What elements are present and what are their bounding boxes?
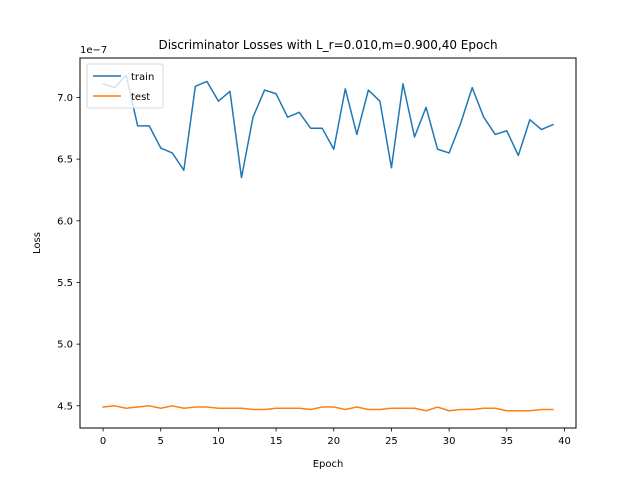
- series-line-test: [102, 405, 554, 412]
- x-tick-label: 0: [100, 436, 106, 447]
- x-tick-label: 35: [500, 436, 513, 447]
- x-axis-ticks: 0 5 10 15 20 25 30 35 40: [100, 428, 571, 447]
- y-axis-label: Loss: [32, 232, 43, 254]
- x-tick-label: 5: [158, 436, 164, 447]
- series-line-train: [102, 74, 554, 179]
- y-tick-label: 7.0: [57, 93, 73, 104]
- series-layer: [102, 74, 554, 412]
- y-axis-offset-text: 1e−7: [80, 45, 107, 56]
- y-tick-label: 6.5: [57, 155, 73, 166]
- y-tick-label: 5.0: [57, 340, 73, 351]
- x-tick-label: 40: [558, 436, 571, 447]
- legend-label-train: train: [131, 72, 154, 83]
- plot-frame: [79, 57, 577, 429]
- x-tick-label: 20: [327, 436, 340, 447]
- x-tick-label: 10: [212, 436, 225, 447]
- y-tick-label: 5.5: [57, 278, 73, 289]
- x-tick-label: 25: [385, 436, 398, 447]
- legend-label-test: test: [131, 92, 150, 103]
- x-tick-label: 30: [443, 436, 456, 447]
- chart-title: Discriminator Losses with L_r=0.010,m=0.…: [158, 38, 497, 52]
- x-tick-label: 15: [270, 436, 283, 447]
- legend-box: [86, 63, 164, 109]
- y-tick-label: 4.5: [57, 401, 73, 412]
- legend: train test: [86, 63, 164, 109]
- y-axis-ticks: 4.5 5.0 5.5 6.0 6.5 7.0: [57, 93, 80, 412]
- y-tick-label: 6.0: [57, 216, 73, 227]
- x-axis-label: Epoch: [313, 459, 344, 470]
